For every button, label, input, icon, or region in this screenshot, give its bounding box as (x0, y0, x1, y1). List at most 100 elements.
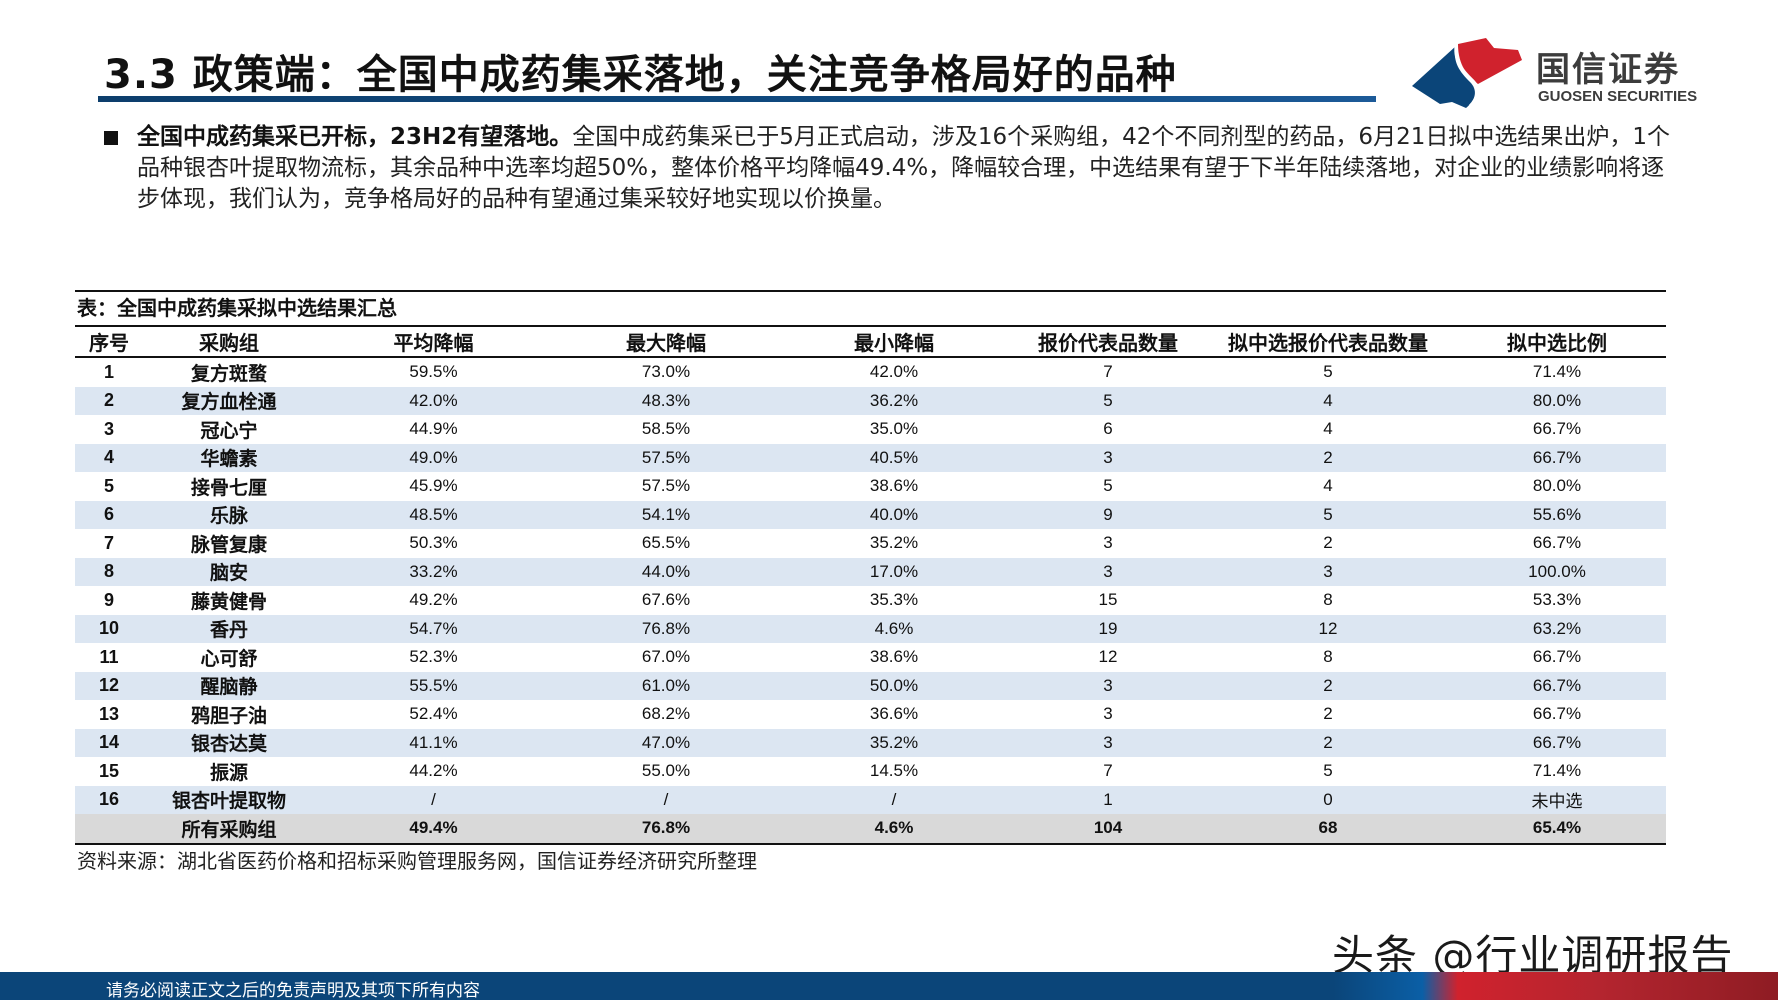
cell-selected-count: 2 (1323, 704, 1333, 724)
total-cell-min-drop: 4.6% (780, 814, 1008, 845)
cell-selected-count: 2 (1323, 533, 1333, 553)
cell-max-drop: 44.0% (552, 557, 780, 586)
cell-index: 13 (98, 703, 120, 724)
watermark: 头条 @行业调研报告 (1332, 931, 1734, 980)
table-row: 13 鸦胆子油 52.4% 68.2% 36.6% 3 2 66.7% (75, 700, 1666, 729)
logo-english-name: GUOSEN SECURITIES (1538, 88, 1698, 105)
cell-selected-ratio: 66.7% (1448, 671, 1666, 700)
cell-group: 鸦胆子油 (190, 704, 267, 727)
table-row: 11 心可舒 52.3% 67.0% 38.6% 12 8 66.7% (75, 643, 1666, 672)
cell-selected-count: 12 (1208, 614, 1448, 643)
cell-group: 藤黄健骨 (190, 590, 267, 613)
cell-avg-drop: / (315, 785, 552, 814)
cell-avg-drop: 48.5% (315, 500, 552, 529)
cell-avg-drop: 33.2% (315, 557, 552, 586)
total-cell-max-drop: 76.8% (552, 814, 780, 845)
cell-group: 振源 (209, 761, 248, 784)
table-row: 10 香丹 54.7% 76.8% 4.6% 19 12 63.2% (75, 614, 1666, 643)
cell-group: 银杏叶提取物 (143, 785, 315, 814)
company-logo: 国信证券 GUOSEN SECURITIES (1412, 38, 1752, 110)
cell-max-drop: 68.2% (641, 704, 691, 724)
cell-selected-ratio: 80.0% (1532, 476, 1582, 496)
cell-min-drop: 38.6% (869, 476, 919, 496)
header-min-drop: 最小降幅 (780, 327, 1008, 358)
cell-index: 16 (75, 785, 143, 814)
total-cell-index (75, 814, 143, 845)
cell-bid-count: 3 (1008, 557, 1208, 586)
table-row: 5 接骨七厘 45.9% 57.5% 38.6% 5 4 80.0% (75, 472, 1666, 501)
cell-group: 醒脑静 (143, 671, 315, 700)
header-selected-count: 拟中选报价代表品数量 (1208, 327, 1448, 358)
cell-bid-count: 5 (1103, 476, 1113, 496)
table-row: 16 银杏叶提取物 / //1 0 未中选 (75, 785, 1666, 814)
cell-selected-ratio: 55.6% (1448, 500, 1666, 529)
header-max-drop: 最大降幅 (552, 327, 780, 358)
cell-selected-count: 3 (1208, 557, 1448, 586)
cell-group: 华蟾素 (143, 443, 315, 472)
bullet-text: 全国中成药集采已开标，23H2有望落地。全国中成药集采已于5月正式启动，涉及16… (137, 122, 1684, 215)
cell-index: 15 (98, 760, 120, 781)
cell-min-drop: 50.0% (780, 671, 1008, 700)
cell-max-drop: 48.3% (552, 386, 780, 415)
cell-avg-drop: 59.5% (409, 362, 458, 382)
cell-avg-drop: 42.0% (315, 386, 552, 415)
table-row: 12 醒脑静 55.5% 61.0% 50.0% 3 2 66.7% (75, 671, 1666, 700)
cell-selected-count: 5 (1208, 500, 1448, 529)
cell-min-drop: 36.6% (869, 704, 919, 724)
bullet-lead: 全国中成药集采已开标，23H2有望落地。 (137, 124, 573, 150)
cell-min-drop: 42.0% (869, 362, 919, 382)
table-row: 3 冠心宁 44.9% 58.5% 35.0% 6 4 66.7% (75, 415, 1666, 444)
cell-selected-ratio: 66.7% (1532, 704, 1582, 724)
cell-min-drop: 35.0% (869, 419, 919, 439)
header-selected-ratio: 拟中选比例 (1448, 327, 1666, 358)
cell-avg-drop: 55.5% (315, 671, 552, 700)
cell-avg-drop: 49.2% (409, 590, 458, 610)
cell-max-drop: 47.0% (552, 728, 780, 757)
table-header-row: 序号 采购组 平均降幅 最大降幅 最小降幅 报价代表品数量 拟中选报价代表品数量… (75, 327, 1666, 358)
cell-max-drop: 65.5% (641, 533, 691, 553)
cell-min-drop: 4.6% (780, 614, 1008, 643)
cell-min-drop: 35.3% (869, 590, 919, 610)
cell-index: 12 (75, 671, 143, 700)
cell-group: 心可舒 (200, 647, 258, 670)
cell-group: 冠心宁 (200, 419, 258, 442)
cell-selected-ratio: 71.4% (1532, 761, 1582, 781)
cell-selected-ratio: 66.7% (1532, 419, 1582, 439)
cell-index: 6 (75, 500, 143, 529)
cell-index: 8 (75, 557, 143, 586)
cell-bid-count: 3 (1103, 704, 1113, 724)
cell-bid-count: 3 (1008, 443, 1208, 472)
cell-bid-count: 19 (1008, 614, 1208, 643)
cell-selected-ratio: 53.3% (1532, 590, 1582, 610)
cell-bid-count: 7 (1103, 761, 1113, 781)
cell-index: 11 (99, 646, 119, 667)
logo-chinese-name: 国信证券 (1536, 50, 1680, 90)
cell-selected-count: 4 (1208, 386, 1448, 415)
cell-max-drop: 67.0% (641, 647, 691, 667)
table-row: 7 脉管复康 50.3% 65.5% 35.2% 3 2 66.7% (75, 529, 1666, 558)
total-cell-bid-count: 104 (1008, 814, 1208, 845)
cell-selected-count: 8 (1323, 647, 1333, 667)
header-index: 序号 (75, 327, 143, 358)
summary-bullet: 全国中成药集采已开标，23H2有望落地。全国中成药集采已于5月正式启动，涉及16… (104, 122, 1684, 215)
table-caption: 表：全国中成药集采拟中选结果汇总 (75, 292, 1666, 327)
cell-group: 乐脉 (143, 500, 315, 529)
cell-group: 接骨七厘 (190, 476, 267, 499)
table-row: 6 乐脉 48.5% 54.1% 40.0% 9 5 55.6% (75, 500, 1666, 529)
cell-max-drop: 76.8% (552, 614, 780, 643)
cell-selected-ratio: 66.7% (1448, 728, 1666, 757)
cell-max-drop: 61.0% (552, 671, 780, 700)
cell-bid-count: 5 (1008, 386, 1208, 415)
cell-min-drop: 38.6% (869, 647, 919, 667)
cell-index: 9 (103, 589, 114, 610)
cell-avg-drop: 44.2% (409, 761, 458, 781)
table-row: 4 华蟾素 49.0% 57.5% 40.5% 3 2 66.7% (75, 443, 1666, 472)
cell-selected-ratio: 71.4% (1532, 362, 1582, 382)
total-cell-selected-count: 68 (1208, 814, 1448, 845)
cell-selected-count: 0 (1208, 785, 1448, 814)
page-title: 3.3 政策端：全国中成药集采落地，关注竞争格局好的品种 (104, 52, 1177, 98)
cell-bid-count: 1 (1008, 785, 1208, 814)
cell-avg-drop: 49.0% (315, 443, 552, 472)
cell-bid-count: 3 (1103, 533, 1113, 553)
cell-bid-count: 6 (1103, 419, 1113, 439)
